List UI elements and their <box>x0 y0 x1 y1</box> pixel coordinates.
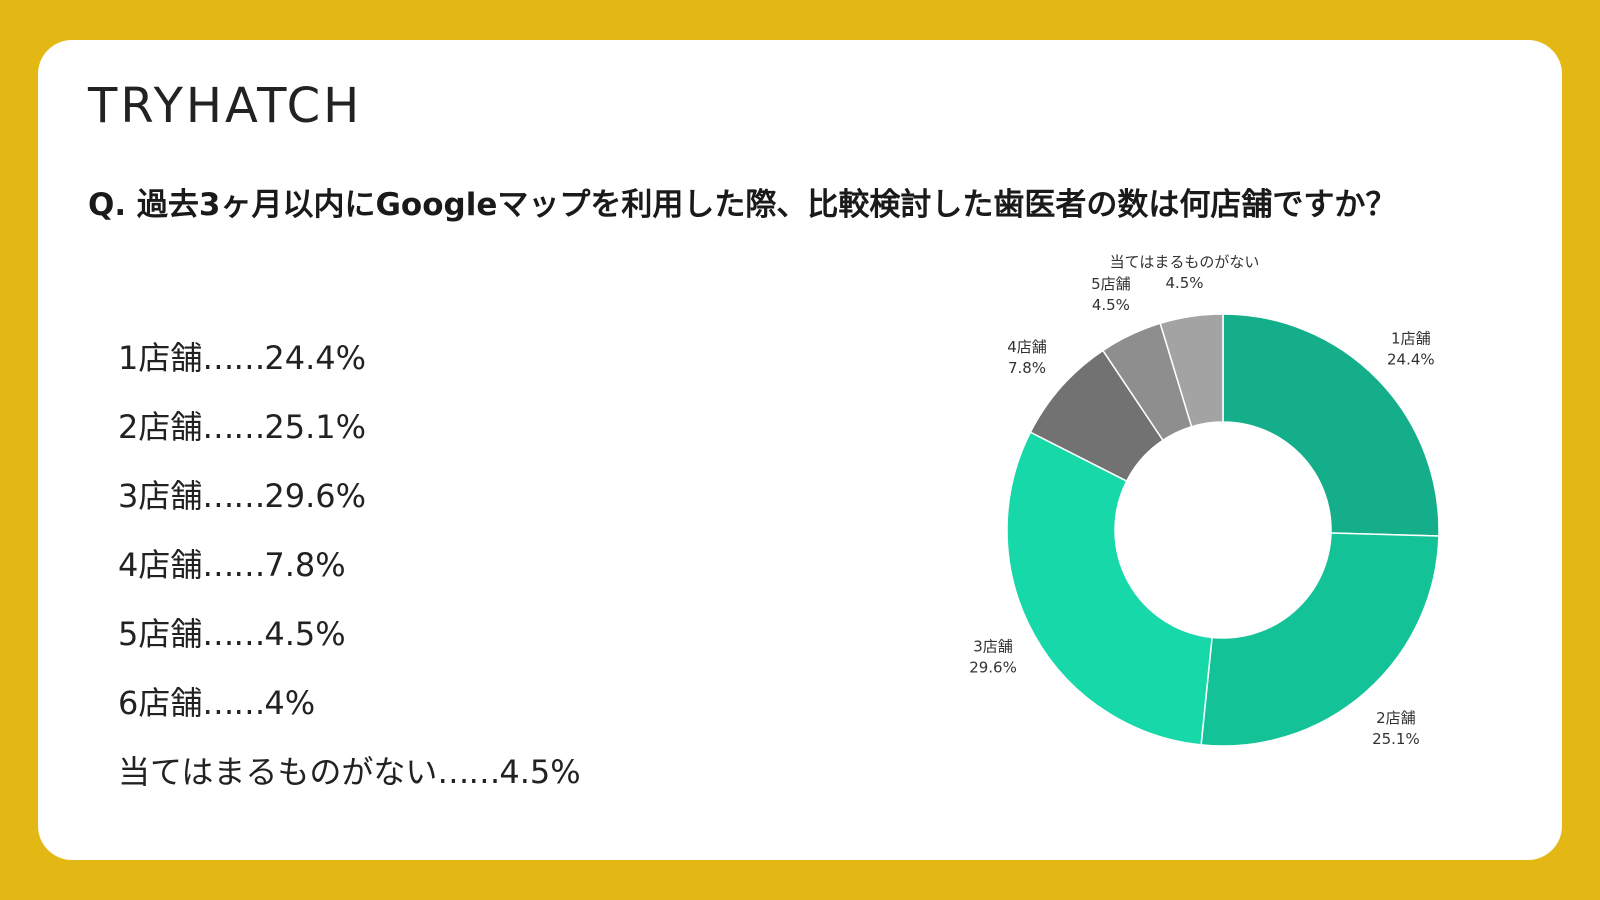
result-label: 3店舗 <box>118 477 203 515</box>
result-label: 2店舗 <box>118 408 203 446</box>
slice-label: 1店舗 24.4% <box>1387 329 1435 368</box>
result-value: 29.6% <box>264 477 367 515</box>
result-value: 7.8% <box>264 546 346 584</box>
result-item: 6店舗……4% <box>118 669 581 738</box>
result-separator: …… <box>437 753 500 791</box>
result-label: 4店舗 <box>118 546 203 584</box>
logo-text-main: TRY <box>88 78 186 134</box>
result-value: 4.5% <box>264 615 346 653</box>
result-separator: …… <box>202 615 265 653</box>
result-item: 3店舗……29.6% <box>118 462 581 531</box>
result-value: 25.1% <box>264 408 367 446</box>
result-separator: …… <box>202 684 265 722</box>
survey-question: Q. 過去3ヶ月以内にGoogleマップを利用した際、比較検討した歯医者の数は何… <box>88 187 1397 223</box>
result-value: 4% <box>264 684 316 722</box>
slice-label: 3店舗 29.6% <box>969 638 1017 677</box>
result-item: 1店舗……24.4% <box>118 324 581 393</box>
result-separator: …… <box>202 408 265 446</box>
results-list: 1店舗……24.4% 2店舗……25.1% 3店舗……29.6% 4店舗……7.… <box>118 324 581 807</box>
result-item: 2店舗……25.1% <box>118 393 581 462</box>
result-value: 4.5% <box>499 753 581 791</box>
slice-label: 5店舗 4.5% <box>1091 275 1131 314</box>
result-separator: …… <box>202 477 265 515</box>
result-value: 24.4% <box>264 339 367 377</box>
slice-label: 2店舗 25.1% <box>1372 709 1420 748</box>
result-label: 6店舗 <box>118 684 203 722</box>
result-label: 当てはまるものがない <box>118 753 438 791</box>
result-label: 5店舗 <box>118 615 203 653</box>
donut-hole <box>1115 422 1331 638</box>
result-separator: …… <box>202 546 265 584</box>
result-label: 1店舗 <box>118 339 203 377</box>
slice-label: 当てはまるものがない 4.5% <box>1110 253 1260 292</box>
logo-text-rest: HATCH <box>185 78 363 134</box>
result-item: 4店舗……7.8% <box>118 531 581 600</box>
brand-logo: TRYHATCH <box>88 82 362 130</box>
result-item: 当てはまるものがない……4.5% <box>118 738 581 807</box>
result-separator: …… <box>202 339 265 377</box>
slice-label: 4店舗 7.8% <box>1007 338 1047 377</box>
result-item: 5店舗……4.5% <box>118 600 581 669</box>
